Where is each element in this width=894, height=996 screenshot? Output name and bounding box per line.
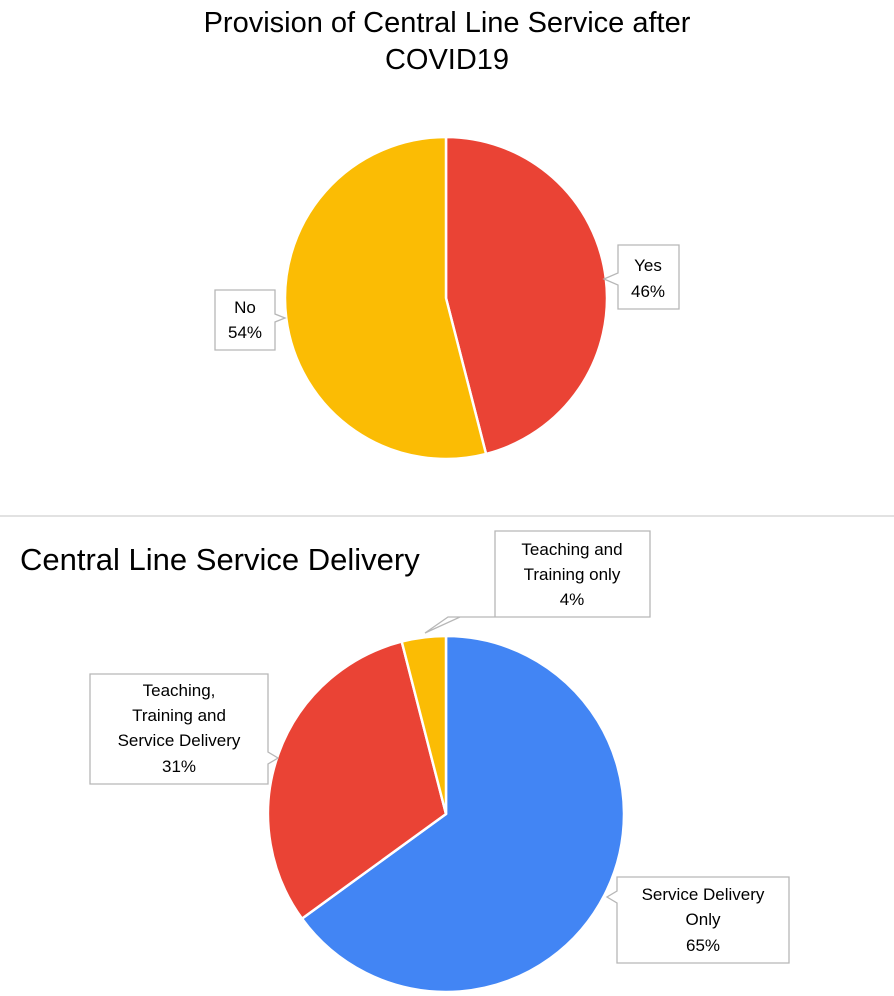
- pie-chart-service-delivery: Central Line Service Delivery Teaching a…: [20, 530, 790, 994]
- chart2-slice-teaching-and-training-only: [400, 634, 448, 816]
- callout-yes-box: [602, 244, 680, 310]
- chart1-callout-no: No 54%: [214, 289, 287, 351]
- chart2-callout-teaching-training-service: Teaching, Training and Service Delivery …: [89, 673, 280, 785]
- chart2-slice-teaching-training-and-service-delivery: [266, 640, 448, 920]
- callout-no-box: [214, 289, 287, 351]
- chart1-slices: [283, 135, 609, 461]
- chart2-slice-service-delivery-only: [300, 634, 626, 994]
- callout-yes-label: Yes: [634, 256, 662, 275]
- callout-no-label: No: [234, 298, 256, 317]
- chart2-title: Central Line Service Delivery: [20, 542, 420, 577]
- chart2-callout-teaching-training: Teaching and Training only 4%: [424, 530, 651, 634]
- pie-chart-covid-provision: Provision of Central Line Service after …: [204, 7, 691, 461]
- callout-sd-value: 65%: [686, 936, 720, 955]
- callout-tts-line2: Training and: [132, 706, 226, 725]
- callout-teaching-training-value: 4%: [560, 590, 585, 609]
- callout-tts-value: 31%: [162, 757, 196, 776]
- callout-sd-line1: Service Delivery: [642, 885, 765, 904]
- chart2-slices: [266, 634, 626, 994]
- callout-teaching-training-line2: Training only: [524, 565, 621, 584]
- callout-tts-box: [89, 673, 280, 785]
- callout-yes-value: 46%: [631, 282, 665, 301]
- chart1-callout-yes: Yes 46%: [602, 244, 680, 310]
- callout-no-value: 54%: [228, 323, 262, 342]
- chart1-title-line1: Provision of Central Line Service after: [204, 7, 691, 39]
- callout-teaching-training-line1: Teaching and: [521, 540, 622, 559]
- callout-sd-box: [605, 876, 790, 964]
- callout-tts-line1: Teaching,: [143, 681, 216, 700]
- callout-teaching-training-box: [424, 530, 651, 634]
- chart1-title-line2: COVID19: [385, 44, 509, 76]
- callout-sd-line2: Only: [686, 910, 721, 929]
- chart2-callout-service-delivery: Service Delivery Only 65%: [605, 876, 790, 964]
- callout-tts-line3: Service Delivery: [118, 731, 241, 750]
